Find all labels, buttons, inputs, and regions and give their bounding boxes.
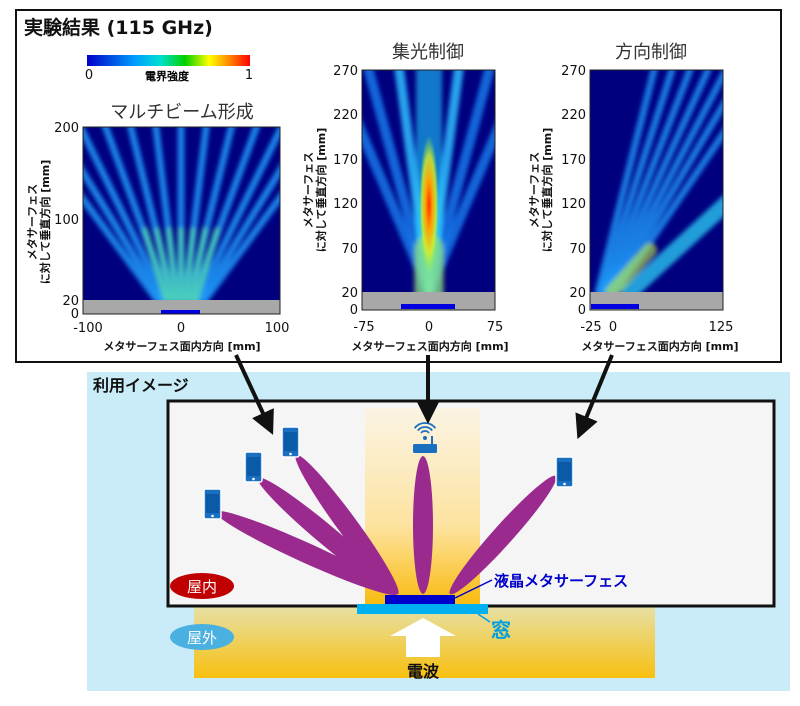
plot-title: 集光制御	[392, 42, 464, 63]
beam	[362, 120, 434, 297]
beam	[83, 165, 165, 304]
x-tick: 0	[425, 320, 433, 335]
colorbar-min: 0	[85, 68, 93, 83]
beam-lobe	[449, 475, 557, 595]
beam	[166, 227, 179, 303]
beam-lobes	[215, 454, 557, 595]
beam	[197, 164, 280, 304]
y-tick: 170	[561, 153, 586, 168]
plot-title: 方向制御	[615, 42, 687, 63]
usage-title: 利用イメージ	[93, 376, 189, 395]
y-tick: 120	[333, 197, 358, 212]
colorbar-label: 電界強度	[145, 69, 190, 83]
metasurface-marker	[401, 304, 455, 309]
plot-title: マルチビーム形成	[110, 102, 253, 123]
arrow-multibeam	[234, 354, 274, 435]
y-axis-label: メタサーフェス	[26, 184, 39, 260]
y-tick: 220	[333, 108, 358, 123]
colorbar-max: 1	[245, 68, 253, 83]
smartphone-icon	[244, 451, 263, 483]
results-title: 実験結果 (115 GHz)	[24, 16, 213, 39]
metasurface-marker	[591, 304, 639, 309]
beam	[597, 70, 676, 296]
metasurface-label: 液晶メタサーフェス	[494, 572, 628, 590]
y-tick: 200	[54, 121, 79, 136]
beam	[609, 98, 723, 296]
heatmap-steering: 方向制御 270 220 170 120 70 20 0 -25 0 125 メタサーフェス…	[528, 42, 739, 353]
x-tick: 100	[265, 321, 290, 336]
y-axis-label: メタサーフェス	[302, 152, 315, 228]
arrow-steering	[575, 354, 614, 440]
heatmap-focusing: 集光制御 270 220 170 120 70 20 0 -75 0 75 メタサーフェス面…	[302, 42, 509, 353]
outdoor-badge	[170, 624, 234, 650]
beam	[622, 195, 723, 300]
metasurface-marker	[161, 310, 200, 314]
beam	[193, 227, 220, 303]
window-label: 窓	[491, 618, 511, 642]
beam-lobe	[257, 477, 398, 595]
beam	[83, 193, 161, 304]
beam	[600, 70, 694, 296]
colorbar	[87, 55, 250, 66]
x-tick: -25	[580, 320, 601, 335]
indoor-label: 屋内	[187, 578, 217, 596]
beam-lobe	[413, 456, 433, 594]
beam	[603, 70, 712, 296]
beam	[154, 227, 174, 303]
radio-wave-arrow	[390, 618, 456, 657]
y-axis-label: メタサーフェス	[528, 152, 541, 228]
outdoor-label: 屋外	[187, 629, 217, 647]
y-tick: 220	[561, 108, 586, 123]
beam	[142, 227, 169, 303]
beam	[594, 70, 658, 296]
beam	[193, 127, 280, 304]
x-tick: 0	[609, 320, 617, 335]
x-axis-label: メタサーフェス面内方向 [mm]	[351, 339, 508, 353]
x-axis-label: メタサーフェス面内方向 [mm]	[103, 339, 260, 353]
beam	[83, 127, 169, 304]
y-tick: 20	[341, 286, 358, 301]
x-tick: 75	[487, 320, 504, 335]
heatmap-multibeam: マルチビーム形成 200 100 20 0 -100 0 100 メタサーフェス…	[26, 102, 290, 353]
metasurface	[385, 595, 455, 604]
y-tick: 170	[333, 153, 358, 168]
beam	[605, 243, 657, 299]
y-tick: 20	[569, 286, 586, 301]
y-tick: 0	[350, 303, 358, 318]
smartphone-icon	[281, 426, 300, 458]
y-tick: 100	[54, 213, 79, 228]
y-tick: 70	[569, 242, 586, 257]
y-axis-label: に対して垂直方向 [mm]	[314, 128, 328, 252]
x-tick: -75	[353, 320, 374, 335]
beam-lobe	[295, 454, 399, 595]
smartphone-icon	[555, 456, 574, 488]
y-tick: 0	[578, 303, 586, 318]
beam	[201, 191, 280, 304]
y-axis-label: に対して垂直方向 [mm]	[38, 160, 52, 284]
x-tick: 0	[177, 321, 185, 336]
smartphone-icon	[203, 488, 222, 520]
beam-lobe	[215, 511, 398, 595]
y-tick: 270	[333, 64, 358, 79]
y-tick: 0	[71, 307, 79, 322]
y-tick: 120	[561, 197, 586, 212]
y-tick: 270	[561, 64, 586, 79]
y-tick: 70	[341, 242, 358, 257]
beam	[183, 227, 196, 303]
indoor-badge	[170, 573, 234, 599]
x-tick: 125	[709, 320, 734, 335]
x-axis-label: メタサーフェス面内方向 [mm]	[581, 339, 738, 353]
y-tick: 20	[62, 294, 79, 309]
beam	[606, 70, 723, 296]
window	[357, 604, 488, 614]
y-axis-label: に対して垂直方向 [mm]	[540, 128, 554, 252]
x-tick: -100	[73, 321, 103, 336]
beam	[424, 122, 495, 297]
radio-wave-label: 電波	[407, 662, 440, 681]
beam	[188, 227, 208, 303]
